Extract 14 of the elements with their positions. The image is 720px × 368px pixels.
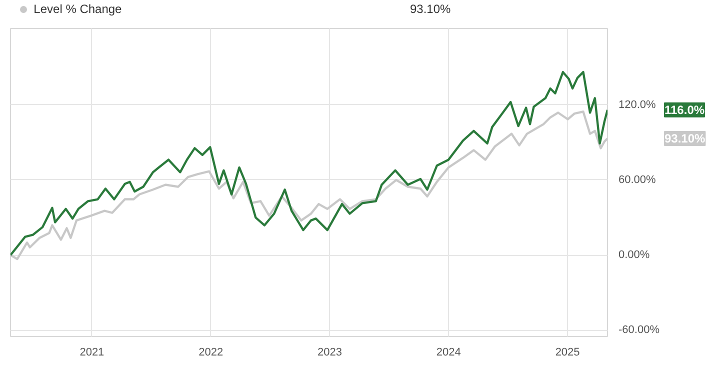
x-tick-label: 2022 (198, 346, 224, 358)
x-tick-label: 2021 (80, 346, 104, 358)
x-tick-label: 2023 (318, 346, 342, 358)
line-series (10, 110, 608, 260)
y-tick-label: 120.0% (618, 98, 656, 111)
y-tick-label: 0.00% (618, 249, 650, 262)
y-tick-label: 60.00% (618, 174, 656, 186)
legend-label: Level % Change (34, 2, 122, 16)
line-series (10, 70, 608, 256)
text: 116.0% (664, 102, 705, 117)
text: 93.10% (410, 1, 451, 18)
x-tick-label: 2024 (436, 346, 461, 358)
x-tick-label: 2025 (555, 346, 580, 358)
y-tick-label: -60.00% (618, 324, 660, 336)
